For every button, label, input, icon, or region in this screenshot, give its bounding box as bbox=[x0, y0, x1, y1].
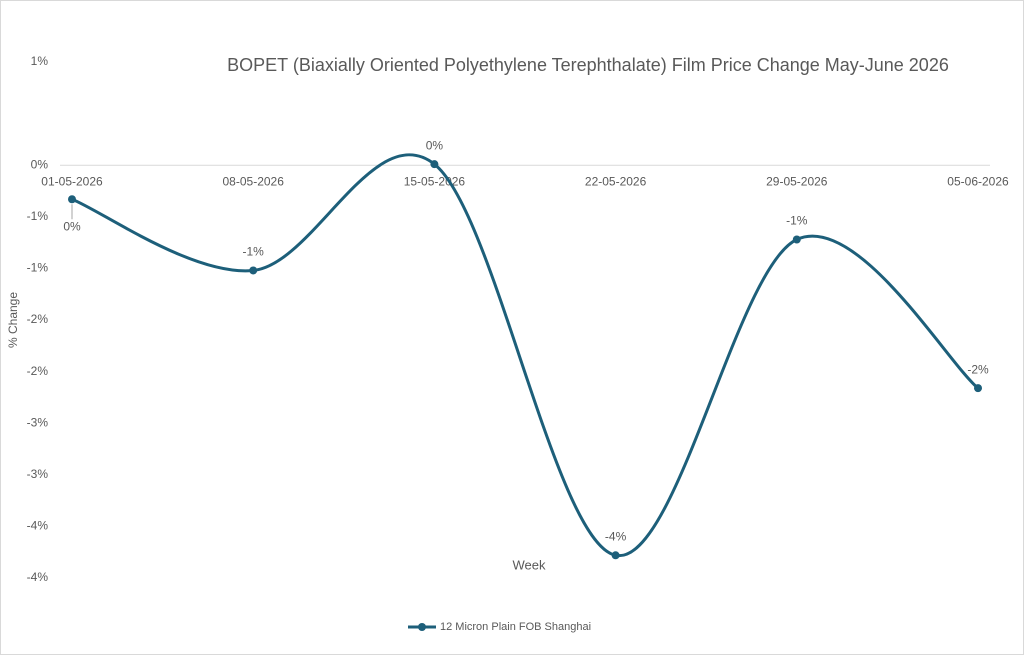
x-tick-label: 08-05-2026 bbox=[223, 174, 285, 188]
y-tick-label: -1% bbox=[27, 209, 49, 223]
data-label: -2% bbox=[967, 362, 989, 376]
x-tick-label: 22-05-2026 bbox=[585, 174, 647, 188]
marker bbox=[430, 160, 439, 169]
data-label: -4% bbox=[605, 529, 627, 543]
x-tick-label: 29-05-2026 bbox=[766, 174, 828, 188]
y-tick-label: -2% bbox=[27, 364, 49, 378]
x-tick-label: 01-05-2026 bbox=[41, 174, 103, 188]
y-tick-label: -2% bbox=[27, 312, 49, 326]
marker bbox=[68, 195, 76, 204]
x-tick-label: 05-06-2026 bbox=[947, 174, 1009, 188]
y-tick-label: 0% bbox=[31, 157, 49, 171]
y-tick-label: -1% bbox=[27, 261, 49, 275]
data-label: 0% bbox=[426, 138, 444, 152]
x-axis-label: Week bbox=[513, 557, 546, 572]
data-label: -1% bbox=[243, 245, 265, 259]
chart-title: BOPET (Biaxially Oriented Polyethylene T… bbox=[227, 55, 949, 75]
y-tick-label: 1% bbox=[31, 54, 49, 68]
y-tick-label: -4% bbox=[27, 519, 49, 533]
y-tick-label: -4% bbox=[27, 570, 49, 584]
y-tick-label: -3% bbox=[27, 467, 49, 481]
marker bbox=[249, 266, 258, 275]
marker bbox=[611, 551, 620, 560]
y-axis-label: % Change bbox=[6, 292, 20, 348]
legend-label: 12 Micron Plain FOB Shanghai bbox=[440, 621, 591, 633]
marker bbox=[974, 384, 982, 393]
data-label: 0% bbox=[63, 219, 81, 233]
x-tick-label: 15-05-2026 bbox=[404, 174, 466, 188]
marker bbox=[792, 235, 801, 244]
legend-marker bbox=[418, 623, 426, 631]
data-label: -1% bbox=[786, 214, 808, 228]
y-tick-label: -3% bbox=[27, 415, 49, 429]
